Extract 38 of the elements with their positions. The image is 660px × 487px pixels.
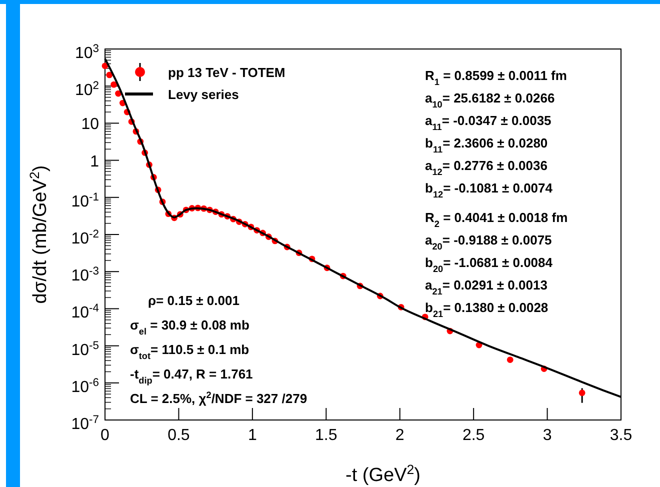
annotation: σ$_{tot}$= 110.5 ± 0.1 mb <box>130 342 250 361</box>
annotation: -t$_{dip}$= 0.47, R = 1.761 <box>130 366 253 386</box>
x-tick-label: 3 <box>542 427 552 444</box>
annotation: R$_{2}$ = 0.4041 ± 0.0018 fm <box>425 210 568 229</box>
y-tick-label: 10$^{-5}$ <box>71 340 99 359</box>
legend-label: Levy series <box>168 87 239 102</box>
x-tick-label: 2.5 <box>462 427 485 444</box>
annotation: a$_{10}$= 25.6182 ± 0.0266 <box>425 90 555 110</box>
y-tick-label: 10$^{2}$ <box>74 80 99 100</box>
annotation: R$_{1}$ = 0.8599 ± 0.0011 fm <box>425 68 567 87</box>
x-axis-title: -t (GeV$^{2}$) <box>346 462 420 486</box>
annotation: ρ= 0.15 ± 0.001 <box>148 293 240 308</box>
annotation: a$_{20}$= -0.9188 ± 0.0075 <box>425 232 552 252</box>
annotation: b$_{20}$= -1.0681 ± 0.0084 <box>425 255 554 274</box>
x-tick-label: 1 <box>248 427 257 444</box>
y-tick-label: 10$^{-7}$ <box>71 414 99 433</box>
x-tick-label: 2 <box>395 427 404 444</box>
y-tick-label: 10 <box>81 116 100 134</box>
annotation: b$_{12}$= -0.1081 ± 0.0074 <box>425 180 554 200</box>
annotation: b$_{11}$= 2.3606 ± 0.0280 <box>425 136 548 154</box>
y-tick-label: 10$^{-2}$ <box>71 228 99 248</box>
annotation: b$_{21}$= 0.1380 ± 0.0028 <box>425 300 548 319</box>
annotation: a$_{21}$= 0.0291 ± 0.0013 <box>425 278 548 296</box>
annotation: a$_{11}$= -0.0347 ± 0.0035 <box>425 113 552 132</box>
y-tick-label: 10$^{3}$ <box>74 43 99 62</box>
annotation: a$_{12}$= 0.2776 ± 0.0036 <box>425 158 548 177</box>
y-tick-label: 1 <box>90 153 100 170</box>
y-tick-label: 10$^{-1}$ <box>71 191 99 210</box>
x-tick-label: 0.5 <box>168 427 190 444</box>
y-tick-label: 10$^{-4}$ <box>71 302 99 322</box>
x-tick-label: 0 <box>100 427 110 444</box>
x-tick-label: 1.5 <box>315 427 338 444</box>
annotation: CL = 2.5%, χ$^{2}$/NDF = 327 /279 <box>130 390 308 406</box>
y-tick-label: 10$^{-3}$ <box>71 266 99 285</box>
x-tick-label: 3.5 <box>610 427 632 444</box>
annotation: σ$_{el}$ = 30.9 ± 0.08 mb <box>130 318 250 336</box>
y-tick-label: 10$^{-6}$ <box>71 376 99 396</box>
legend-label: pp 13 TeV - TOTEM <box>168 65 286 80</box>
